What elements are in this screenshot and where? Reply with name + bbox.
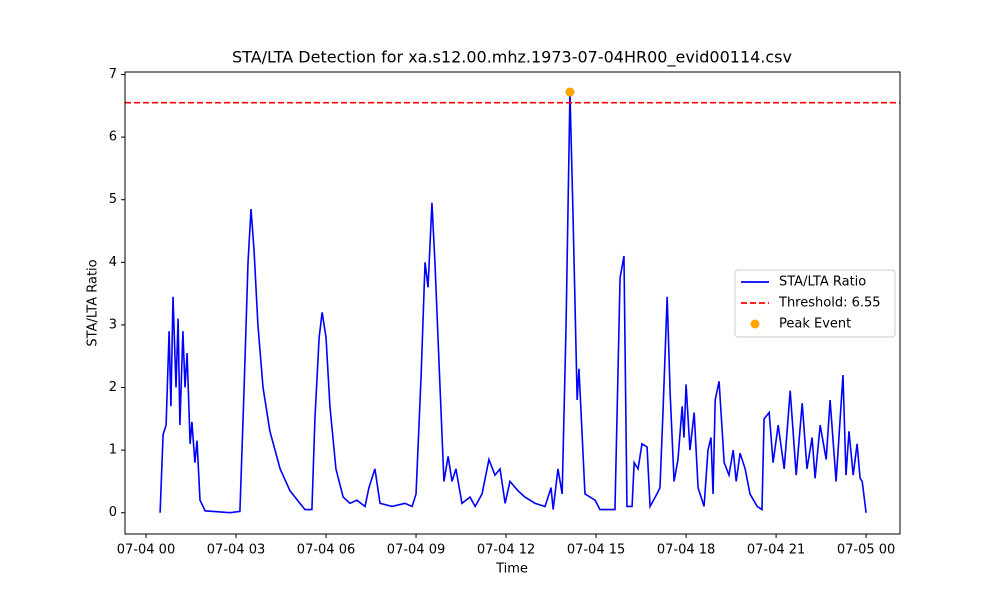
x-tick-label: 07-04 15 xyxy=(567,543,625,558)
y-tick-label: 4 xyxy=(109,255,117,270)
x-tick-label: 07-04 21 xyxy=(747,543,805,558)
peak-marker xyxy=(565,87,575,97)
legend-label: Peak Event xyxy=(779,317,851,332)
chart-title: STA/LTA Detection for xa.s12.00.mhz.1973… xyxy=(232,48,792,68)
y-axis-label: STA/LTA Ratio xyxy=(86,259,101,346)
y-tick-label: 6 xyxy=(109,130,117,145)
y-tick-label: 0 xyxy=(109,505,117,520)
y-tick-label: 7 xyxy=(109,67,117,82)
x-tick-label: 07-04 03 xyxy=(207,543,265,558)
x-tick-label: 07-05 00 xyxy=(837,543,895,558)
x-tick-label: 07-04 18 xyxy=(657,543,715,558)
legend-box xyxy=(734,269,896,338)
axes-frame xyxy=(124,71,901,535)
x-tick-label: 07-04 09 xyxy=(387,543,445,558)
legend-label: STA/LTA Ratio xyxy=(779,275,866,290)
y-tick-label: 5 xyxy=(109,192,117,207)
x-tick-label: 07-04 00 xyxy=(117,543,175,558)
legend-label: Threshold: 6.55 xyxy=(778,296,881,311)
y-tick-label: 3 xyxy=(109,317,117,332)
x-axis-label: Time xyxy=(495,562,528,577)
y-tick-label: 1 xyxy=(109,443,117,458)
y-tick-label: 2 xyxy=(109,380,117,395)
legend-swatch xyxy=(750,319,760,329)
x-tick-label: 07-04 06 xyxy=(297,543,355,558)
x-tick-label: 07-04 12 xyxy=(477,543,535,558)
data-line xyxy=(159,92,867,514)
